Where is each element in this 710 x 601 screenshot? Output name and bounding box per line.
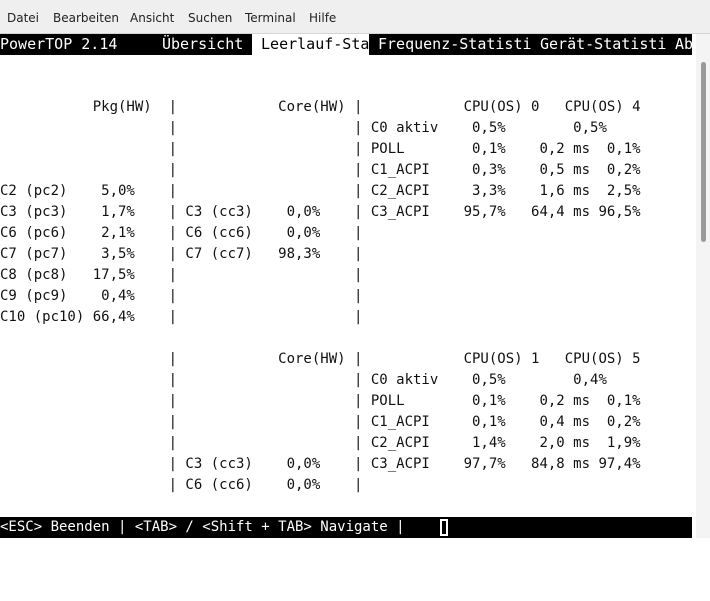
status-hint: <ESC> Beenden | <TAB> / <Shift + TAB> Na…: [0, 519, 405, 535]
menu-bearbeiten[interactable]: Bearbeiten: [53, 11, 119, 25]
menu-suchen[interactable]: Suchen: [188, 11, 233, 25]
terminal-line: C8 (pc8) 17,5% | |: [0, 267, 363, 283]
terminal-line: [0, 328, 692, 349]
menu-hilfe[interactable]: Hilfe: [309, 11, 337, 25]
menu-terminal[interactable]: Terminal: [245, 11, 296, 25]
terminal-line: | | C0 aktiv 0,5% 0,5%: [0, 120, 607, 136]
terminal-line: | | POLL 0,1% 0,2 ms 0,1%: [0, 141, 641, 157]
terminal-line: | | C0 aktiv 0,5% 0,4%: [0, 372, 607, 388]
terminal-line: | | C1_ACPI 0,3% 0,5 ms 0,2%: [0, 162, 641, 178]
terminal-line: Pkg(HW) | Core(HW) | CPU(OS) 0 CPU(OS) 4: [0, 99, 641, 115]
terminal-line: | C3 (cc3) 0,0% | C3_ACPI 97,7% 84,8 ms …: [0, 456, 641, 472]
terminal-line: C7 (pc7) 3,5% | C7 (cc7) 98,3% |: [0, 246, 363, 262]
terminal-line: | | C1_ACPI 0,1% 0,4 ms 0,2%: [0, 414, 641, 430]
terminal-line: [0, 55, 692, 76]
idle-stats-screen: Pkg(HW) | Core(HW) | CPU(OS) 0 CPU(OS) 4…: [0, 55, 692, 517]
menu-datei[interactable]: Datei: [7, 11, 40, 25]
tab-frequenz-statistik[interactable]: Frequenz-Statisti: [378, 35, 541, 53]
menu-bar: Datei Bearbeiten Ansicht Suchen Terminal…: [0, 0, 710, 34]
status-bar: <ESC> Beenden | <TAB> / <Shift + TAB> Na…: [0, 517, 692, 538]
terminal-area[interactable]: PowerTOP 2.14 Übersicht Leerlauf-Sta Fre…: [0, 34, 696, 538]
terminal-line: C6 (pc6) 2,1% | C6 (cc6) 0,0% |: [0, 225, 363, 241]
powertop-tab-bar: PowerTOP 2.14 Übersicht Leerlauf-Sta Fre…: [0, 34, 694, 55]
terminal-line: C9 (pc9) 0,4% | |: [0, 288, 363, 304]
app-title: PowerTOP 2.14: [0, 35, 163, 53]
scroll-thumb[interactable]: [701, 62, 706, 242]
tab-uebersicht[interactable]: Übersicht: [162, 35, 253, 53]
terminal-line: C10 (pc10) 66,4% | |: [0, 309, 363, 325]
terminal-scrollbar[interactable]: [696, 34, 710, 538]
terminal-line: | | C2_ACPI 1,4% 2,0 ms 1,9%: [0, 435, 641, 451]
terminal-line: | C6 (cc6) 0,0% |: [0, 477, 363, 493]
tab-abstimmbar[interactable]: Ab: [675, 35, 694, 53]
tab-geraet-statistik[interactable]: Gerät-Statisti: [540, 35, 676, 53]
terminal-line: [0, 496, 692, 517]
terminal-line: C3 (pc3) 1,7% | C3 (cc3) 0,0% | C3_ACPI …: [0, 204, 641, 220]
terminal-line: [0, 76, 692, 97]
tab-leerlauf-statistik[interactable]: Leerlauf-Sta: [252, 34, 370, 55]
terminal-line: | Core(HW) | CPU(OS) 1 CPU(OS) 5: [0, 351, 641, 367]
menu-ansicht[interactable]: Ansicht: [130, 11, 175, 25]
cursor-block-icon: [440, 519, 448, 536]
terminal-line: | | POLL 0,1% 0,2 ms 0,1%: [0, 393, 641, 409]
terminal-line: C2 (pc2) 5,0% | | C2_ACPI 3,3% 1,6 ms 2,…: [0, 183, 641, 199]
